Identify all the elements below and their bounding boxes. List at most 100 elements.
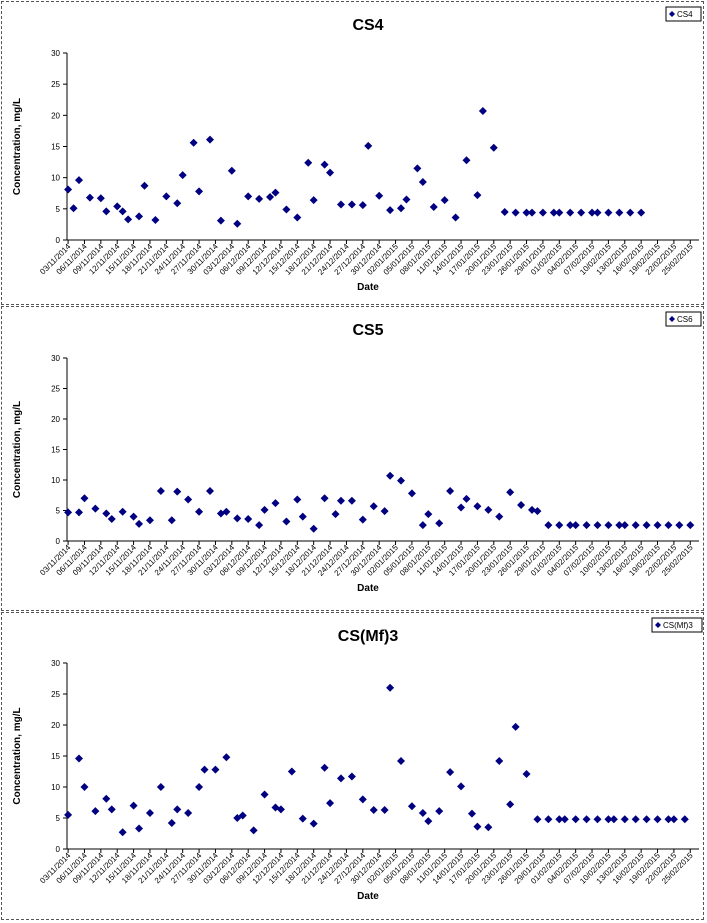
y-tick-label: 5: [56, 507, 61, 516]
data-point: [566, 521, 575, 530]
data-point: [555, 815, 564, 824]
data-point: [435, 519, 444, 528]
data-point: [413, 164, 422, 173]
data-point: [369, 805, 378, 814]
data-point: [249, 826, 258, 835]
data-point: [309, 524, 318, 533]
data-point: [555, 208, 564, 217]
data-point: [75, 754, 84, 763]
data-point: [588, 208, 597, 217]
data-point: [446, 486, 455, 495]
data-point: [347, 772, 356, 781]
y-tick-label: 0: [56, 236, 61, 245]
chart-title: CS(Mf)3: [338, 628, 399, 645]
data-point: [205, 135, 214, 144]
data-point: [533, 507, 542, 516]
y-tick-label: 30: [51, 49, 60, 58]
data-point: [107, 805, 116, 814]
data-point: [336, 774, 345, 783]
data-point: [593, 521, 602, 530]
data-point: [107, 515, 116, 524]
y-tick-label: 5: [56, 814, 61, 823]
data-point: [593, 815, 602, 824]
data-point: [124, 215, 133, 224]
data-point: [669, 815, 678, 824]
data-point: [64, 508, 73, 517]
data-point: [506, 800, 515, 809]
data-point: [347, 496, 356, 505]
data-point: [205, 486, 214, 495]
data-point: [75, 508, 84, 517]
data-point: [216, 509, 225, 518]
data-point: [418, 521, 427, 530]
data-point: [582, 521, 591, 530]
data-point: [495, 756, 504, 765]
data-point: [85, 193, 94, 202]
data-point: [478, 106, 487, 115]
data-point: [195, 783, 204, 791]
data-point: [293, 213, 302, 222]
data-point: [326, 168, 335, 177]
data-point: [260, 790, 269, 799]
data-point: [386, 471, 395, 480]
data-point: [358, 515, 367, 524]
data-point: [653, 815, 662, 824]
data-point: [637, 208, 646, 217]
data-point: [145, 809, 154, 818]
data-point: [255, 521, 264, 530]
data-point: [566, 208, 575, 217]
data-point: [604, 815, 613, 824]
data-point: [680, 815, 689, 824]
data-point: [167, 516, 176, 525]
data-point: [69, 204, 78, 213]
data-point: [511, 722, 520, 731]
data-point: [233, 219, 242, 228]
data-point: [522, 208, 531, 217]
data-point: [293, 495, 302, 504]
data-point: [260, 505, 269, 514]
data-point: [336, 496, 345, 505]
y-tick-label: 10: [51, 476, 60, 485]
data-point: [620, 521, 629, 530]
data-point: [135, 824, 144, 833]
chart-title: CS5: [352, 322, 383, 339]
data-point: [582, 815, 591, 824]
data-point: [244, 515, 253, 524]
data-point: [118, 207, 127, 216]
data-point: [298, 512, 307, 521]
y-axis-title: Concentration, mg/L: [12, 707, 23, 804]
data-point: [626, 208, 635, 217]
data-point: [424, 510, 433, 519]
data-point: [473, 502, 482, 511]
y-tick-label: 15: [51, 143, 60, 152]
data-point: [620, 815, 629, 824]
data-point: [544, 521, 553, 530]
data-point: [347, 200, 356, 209]
data-point: [331, 510, 340, 519]
data-point: [609, 815, 618, 824]
data-point: [615, 521, 624, 530]
data-point: [511, 208, 520, 217]
y-tick-label: 0: [56, 537, 61, 546]
data-point: [200, 765, 209, 774]
data-point: [129, 801, 138, 810]
data-point: [282, 205, 291, 214]
data-point: [386, 683, 395, 692]
y-axis-title: Concentration, mg/L: [12, 401, 23, 498]
data-point: [271, 803, 280, 812]
y-tick-label: 20: [51, 721, 60, 730]
data-point: [156, 783, 165, 791]
data-point: [517, 501, 526, 510]
data-point: [527, 208, 536, 217]
data-point: [424, 817, 433, 826]
data-point: [533, 815, 542, 824]
y-tick-label: 30: [51, 354, 60, 363]
data-point: [189, 138, 198, 147]
y-tick-label: 15: [51, 752, 60, 761]
data-point: [418, 809, 427, 818]
data-point: [604, 521, 613, 530]
data-point: [113, 202, 122, 211]
legend-box: [665, 311, 702, 327]
